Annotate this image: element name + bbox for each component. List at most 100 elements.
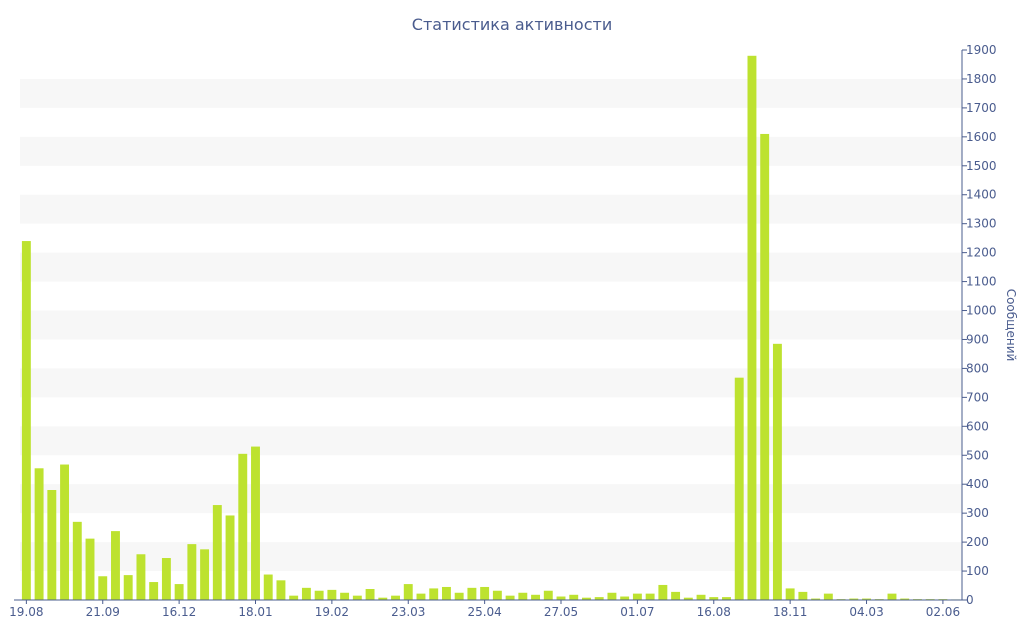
x-tick-label: 16.08	[697, 605, 731, 619]
y-tick-label: 100	[966, 564, 989, 578]
bar[interactable]	[518, 592, 528, 600]
bar[interactable]	[21, 241, 31, 601]
grid-band	[20, 252, 962, 282]
bar[interactable]	[263, 574, 273, 600]
bar[interactable]	[467, 587, 477, 600]
bar[interactable]	[480, 586, 490, 600]
y-tick-label: 900	[966, 332, 989, 346]
y-tick-label: 0	[966, 593, 974, 607]
bar[interactable]	[607, 592, 617, 600]
bar[interactable]	[289, 595, 299, 600]
bar[interactable]	[543, 590, 553, 600]
bar[interactable]	[632, 593, 642, 600]
bar[interactable]	[85, 538, 95, 600]
bar[interactable]	[352, 595, 362, 600]
bar[interactable]	[747, 55, 757, 601]
grid-band	[20, 542, 962, 572]
bar[interactable]	[441, 586, 451, 600]
bar[interactable]	[671, 591, 681, 600]
y-tick-label: 1600	[966, 130, 997, 144]
y-tick-label: 1800	[966, 72, 997, 86]
grid-bands	[20, 78, 962, 572]
bar[interactable]	[582, 597, 591, 600]
bar[interactable]	[276, 580, 286, 600]
bar[interactable]	[556, 596, 566, 600]
bar[interactable]	[454, 592, 464, 600]
bar[interactable]	[645, 593, 655, 600]
bar[interactable]	[123, 575, 133, 600]
y-tick-label: 1300	[966, 217, 997, 231]
bar[interactable]	[403, 584, 413, 600]
x-tick-label: 04.03	[849, 605, 883, 619]
grid-band	[20, 484, 962, 514]
bar[interactable]	[340, 592, 350, 600]
bar[interactable]	[569, 594, 579, 600]
bar[interactable]	[734, 377, 744, 600]
bar[interactable]	[47, 490, 57, 600]
bar[interactable]	[314, 590, 324, 600]
bar[interactable]	[136, 554, 146, 600]
x-tick-label: 16.12	[162, 605, 196, 619]
axes	[14, 50, 963, 601]
bar[interactable]	[98, 576, 108, 600]
bar[interactable]	[34, 468, 44, 600]
bar[interactable]	[620, 596, 630, 600]
x-tick-label: 27.05	[544, 605, 578, 619]
bar[interactable]	[722, 597, 731, 600]
bar[interactable]	[594, 597, 604, 600]
grid-band	[20, 310, 962, 340]
y-tick-label: 1400	[966, 188, 997, 202]
bar[interactable]	[823, 593, 833, 600]
bar[interactable]	[111, 531, 120, 600]
x-tick-label: 02.06	[926, 605, 960, 619]
bar[interactable]	[531, 594, 541, 600]
bar[interactable]	[492, 590, 502, 600]
bar[interactable]	[862, 598, 871, 600]
bar[interactable]	[811, 598, 821, 600]
bar[interactable]	[327, 589, 337, 600]
bar[interactable]	[683, 597, 693, 600]
bar[interactable]	[416, 593, 426, 600]
bar[interactable]	[149, 582, 159, 600]
bar[interactable]	[785, 588, 795, 600]
bar[interactable]	[887, 593, 897, 600]
bar[interactable]	[365, 589, 375, 600]
bar[interactable]	[174, 584, 184, 600]
bar[interactable]	[200, 549, 210, 600]
bar[interactable]	[225, 515, 235, 600]
bar[interactable]	[238, 453, 248, 600]
bar[interactable]	[301, 587, 311, 600]
bar[interactable]	[760, 133, 770, 600]
grid-band	[20, 136, 962, 166]
bar[interactable]	[696, 594, 706, 600]
x-tick-label: 25.04	[467, 605, 501, 619]
grid-band	[20, 368, 962, 398]
bar[interactable]	[212, 505, 222, 600]
y-tick-label: 1500	[966, 159, 997, 173]
y-tick-label: 1000	[966, 304, 997, 318]
bar[interactable]	[161, 558, 171, 600]
bar[interactable]	[709, 597, 719, 600]
bar[interactable]	[849, 598, 859, 600]
bar[interactable]	[505, 595, 515, 600]
bar[interactable]	[187, 544, 197, 600]
y-tick-labels: 0 100 200 300 400 500 600 700 800 900 1000 1100 1200…	[962, 43, 997, 607]
bar[interactable]	[658, 584, 668, 600]
y-tick-label: 1900	[966, 43, 997, 57]
bar[interactable]	[378, 597, 388, 600]
y-tick-label: 400	[966, 477, 989, 491]
bar[interactable]	[900, 598, 910, 600]
bar[interactable]	[798, 591, 808, 600]
bar[interactable]	[251, 446, 260, 600]
grid-band	[20, 78, 962, 108]
x-tick-labels: 19.08 21.09 16.12 18.01 19.02 23.03 25.04 27.05…	[9, 600, 960, 619]
bar[interactable]	[772, 343, 782, 600]
y-tick-label: 1700	[966, 101, 997, 115]
bar[interactable]	[429, 588, 439, 600]
bar[interactable]	[60, 464, 70, 600]
bar[interactable]	[391, 595, 400, 600]
bar[interactable]	[72, 521, 82, 600]
y-tick-label: 700	[966, 390, 989, 404]
y-tick-label: 500	[966, 448, 989, 462]
